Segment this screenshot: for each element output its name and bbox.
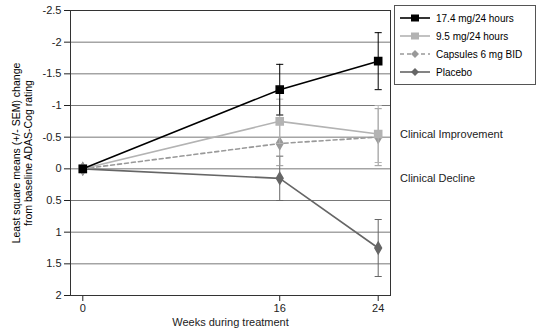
svg-text:2: 2: [55, 289, 61, 301]
svg-text:0.5: 0.5: [46, 194, 61, 206]
svg-text:1: 1: [55, 226, 61, 238]
svg-text:-2.5: -2.5: [43, 4, 62, 16]
html-text:9.5 mg/24 hours: 9.5 mg/24 hours: [436, 30, 509, 42]
html-text:17.4 mg/24 hours: 17.4 mg/24 hours: [436, 12, 514, 24]
svg-text:0: 0: [80, 302, 86, 314]
svg-text:-1.5: -1.5: [43, 67, 62, 79]
html-text:Placebo: Placebo: [436, 66, 473, 78]
svg-text:-1: -1: [52, 99, 62, 111]
html-text:Clinical Improvement: Clinical Improvement: [400, 128, 503, 140]
html-text:Clinical Decline: Clinical Decline: [400, 172, 476, 184]
svg-text:-0.5: -0.5: [43, 131, 62, 143]
svg-text:16: 16: [274, 302, 286, 314]
svg-text:24: 24: [372, 302, 384, 314]
svg-text:-2: -2: [52, 36, 62, 48]
html-text:Least square means (+/- SEM) c: Least square means (+/- SEM) change from…: [9, 62, 34, 243]
html-text:Capsules 6 mg BID: Capsules 6 mg BID: [436, 48, 523, 60]
svg-text:Weeks during treatment: Weeks during treatment: [172, 316, 289, 328]
svg-text:1.5: 1.5: [46, 257, 61, 269]
svg-text:0: 0: [55, 162, 61, 174]
